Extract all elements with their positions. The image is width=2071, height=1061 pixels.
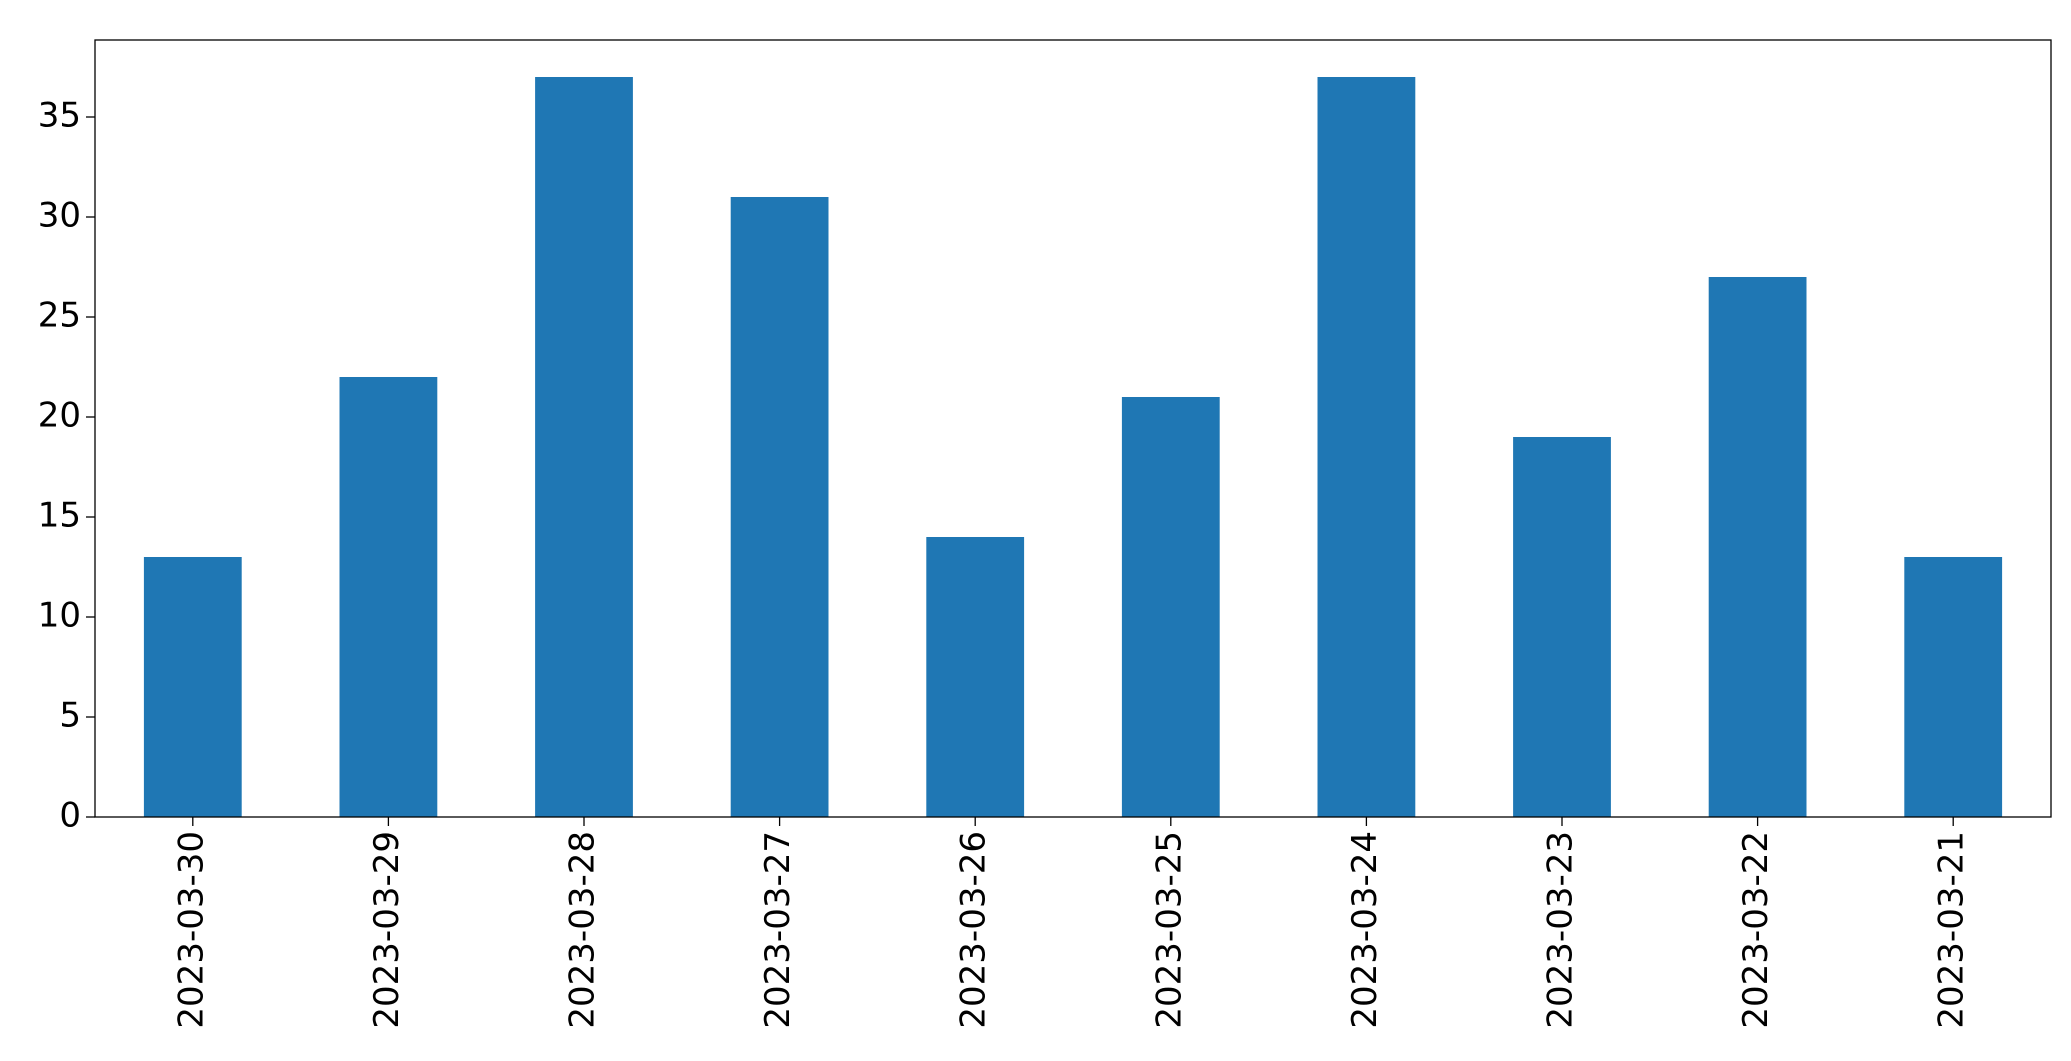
bar — [535, 77, 633, 817]
bar — [1317, 77, 1416, 817]
y-tick-label: 15 — [38, 496, 81, 536]
bar — [1904, 557, 2003, 817]
x-tick-label: 2023-03-29 — [367, 831, 407, 1029]
y-tick-label: 30 — [38, 196, 81, 236]
x-tick-label: 2023-03-28 — [563, 831, 603, 1029]
bar — [143, 557, 242, 817]
y-tick-label: 10 — [38, 596, 81, 636]
y-tick-label: 20 — [38, 396, 81, 436]
x-tick-label: 2023-03-21 — [1932, 831, 1972, 1029]
x-tick-label: 2023-03-22 — [1736, 831, 1776, 1029]
y-tick-label: 5 — [59, 696, 81, 736]
x-tick-label: 2023-03-27 — [758, 831, 798, 1029]
x-tick-label: 2023-03-24 — [1345, 831, 1385, 1029]
bar — [1121, 397, 1220, 817]
bar — [926, 537, 1025, 817]
x-tick-label: 2023-03-25 — [1149, 831, 1189, 1029]
bar — [1708, 277, 1807, 817]
y-tick-label: 0 — [59, 796, 81, 836]
x-tick-label: 2023-03-26 — [954, 831, 994, 1029]
x-tick-label: 2023-03-30 — [171, 831, 211, 1029]
y-tick-label: 25 — [38, 296, 81, 336]
bar — [339, 377, 438, 817]
y-tick-label: 35 — [38, 96, 81, 136]
bar — [730, 197, 829, 817]
x-tick-label: 2023-03-23 — [1541, 831, 1581, 1029]
bar — [1513, 437, 1611, 817]
plot-frame — [94, 39, 2052, 818]
